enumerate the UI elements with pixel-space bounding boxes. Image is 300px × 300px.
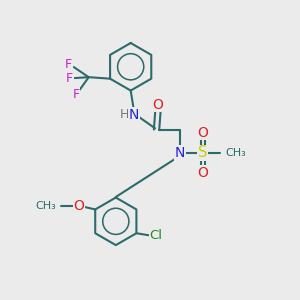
Text: F: F <box>66 72 73 85</box>
Text: CH₃: CH₃ <box>36 202 57 212</box>
Text: F: F <box>65 58 72 71</box>
Text: S: S <box>198 146 208 160</box>
Text: O: O <box>153 98 164 112</box>
Text: H: H <box>119 108 129 122</box>
Text: F: F <box>73 88 80 101</box>
Text: N: N <box>175 146 185 160</box>
Text: CH₃: CH₃ <box>226 148 246 158</box>
Text: O: O <box>74 200 84 214</box>
Text: N: N <box>128 108 139 122</box>
Text: O: O <box>197 126 208 140</box>
Text: Cl: Cl <box>149 229 162 242</box>
Text: O: O <box>197 166 208 180</box>
